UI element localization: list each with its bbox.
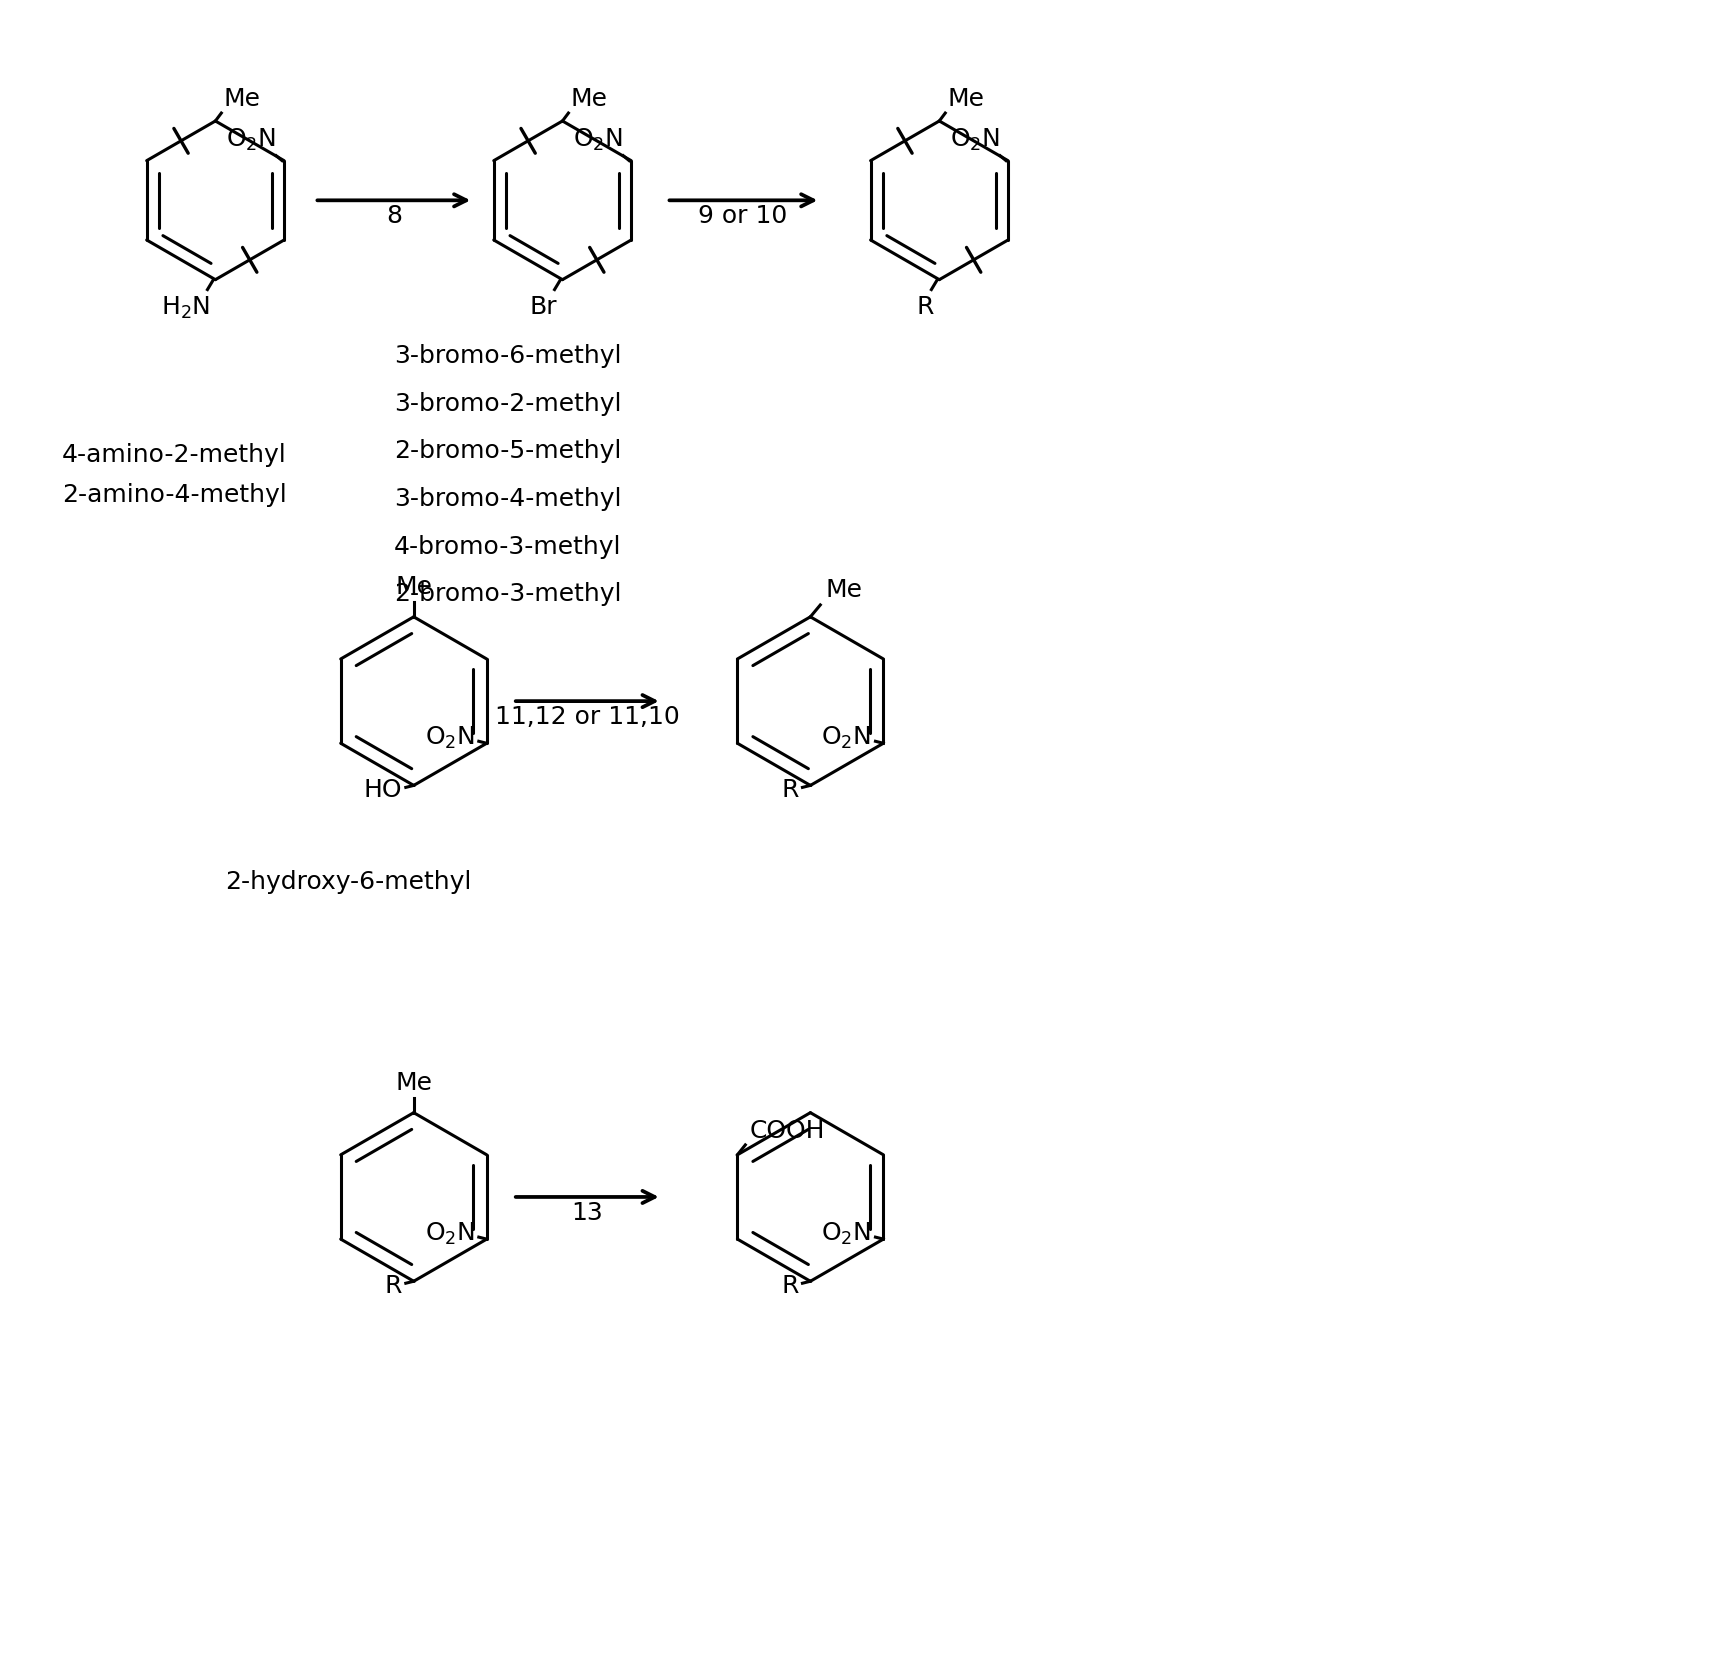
Text: H$_2$N: H$_2$N	[161, 294, 211, 320]
Text: O$_2$N: O$_2$N	[425, 726, 475, 751]
Text: 11,12 or 11,10: 11,12 or 11,10	[495, 704, 680, 729]
Text: COOH: COOH	[749, 1118, 824, 1143]
Text: R: R	[782, 778, 799, 803]
Text: R: R	[384, 1273, 401, 1298]
Text: 2-hydroxy-6-methyl: 2-hydroxy-6-methyl	[225, 870, 471, 893]
Text: 9 or 10: 9 or 10	[698, 204, 787, 229]
Text: 13: 13	[571, 1200, 603, 1225]
Text: HO: HO	[363, 778, 401, 803]
Text: O$_2$N: O$_2$N	[425, 1222, 475, 1247]
Text: 3-bromo-2-methyl: 3-bromo-2-methyl	[394, 392, 622, 416]
Text: O$_2$N: O$_2$N	[821, 1222, 871, 1247]
Text: 2-amino-4-methyl: 2-amino-4-methyl	[62, 482, 286, 507]
Text: Me: Me	[948, 87, 984, 112]
Text: 2-bromo-5-methyl: 2-bromo-5-methyl	[394, 439, 620, 464]
Text: Me: Me	[571, 87, 607, 112]
Text: R: R	[917, 294, 934, 319]
Text: Br: Br	[530, 294, 557, 319]
Text: 8: 8	[386, 204, 401, 229]
Text: O$_2$N: O$_2$N	[821, 726, 871, 751]
Text: O$_2$N: O$_2$N	[950, 127, 999, 154]
Text: 3-bromo-4-methyl: 3-bromo-4-methyl	[394, 487, 622, 511]
Text: 4-amino-2-methyl: 4-amino-2-methyl	[62, 444, 286, 467]
Text: 3-bromo-6-methyl: 3-bromo-6-methyl	[394, 344, 622, 369]
Text: 2-bromo-3-methyl: 2-bromo-3-methyl	[394, 582, 622, 606]
Text: R: R	[782, 1273, 799, 1298]
Text: Me: Me	[396, 576, 432, 599]
Text: O$_2$N: O$_2$N	[226, 127, 276, 154]
Text: Me: Me	[824, 577, 862, 603]
Text: Me: Me	[396, 1071, 432, 1095]
Text: 4-bromo-3-methyl: 4-bromo-3-methyl	[394, 534, 622, 559]
Text: O$_2$N: O$_2$N	[572, 127, 624, 154]
Text: Me: Me	[223, 87, 261, 112]
